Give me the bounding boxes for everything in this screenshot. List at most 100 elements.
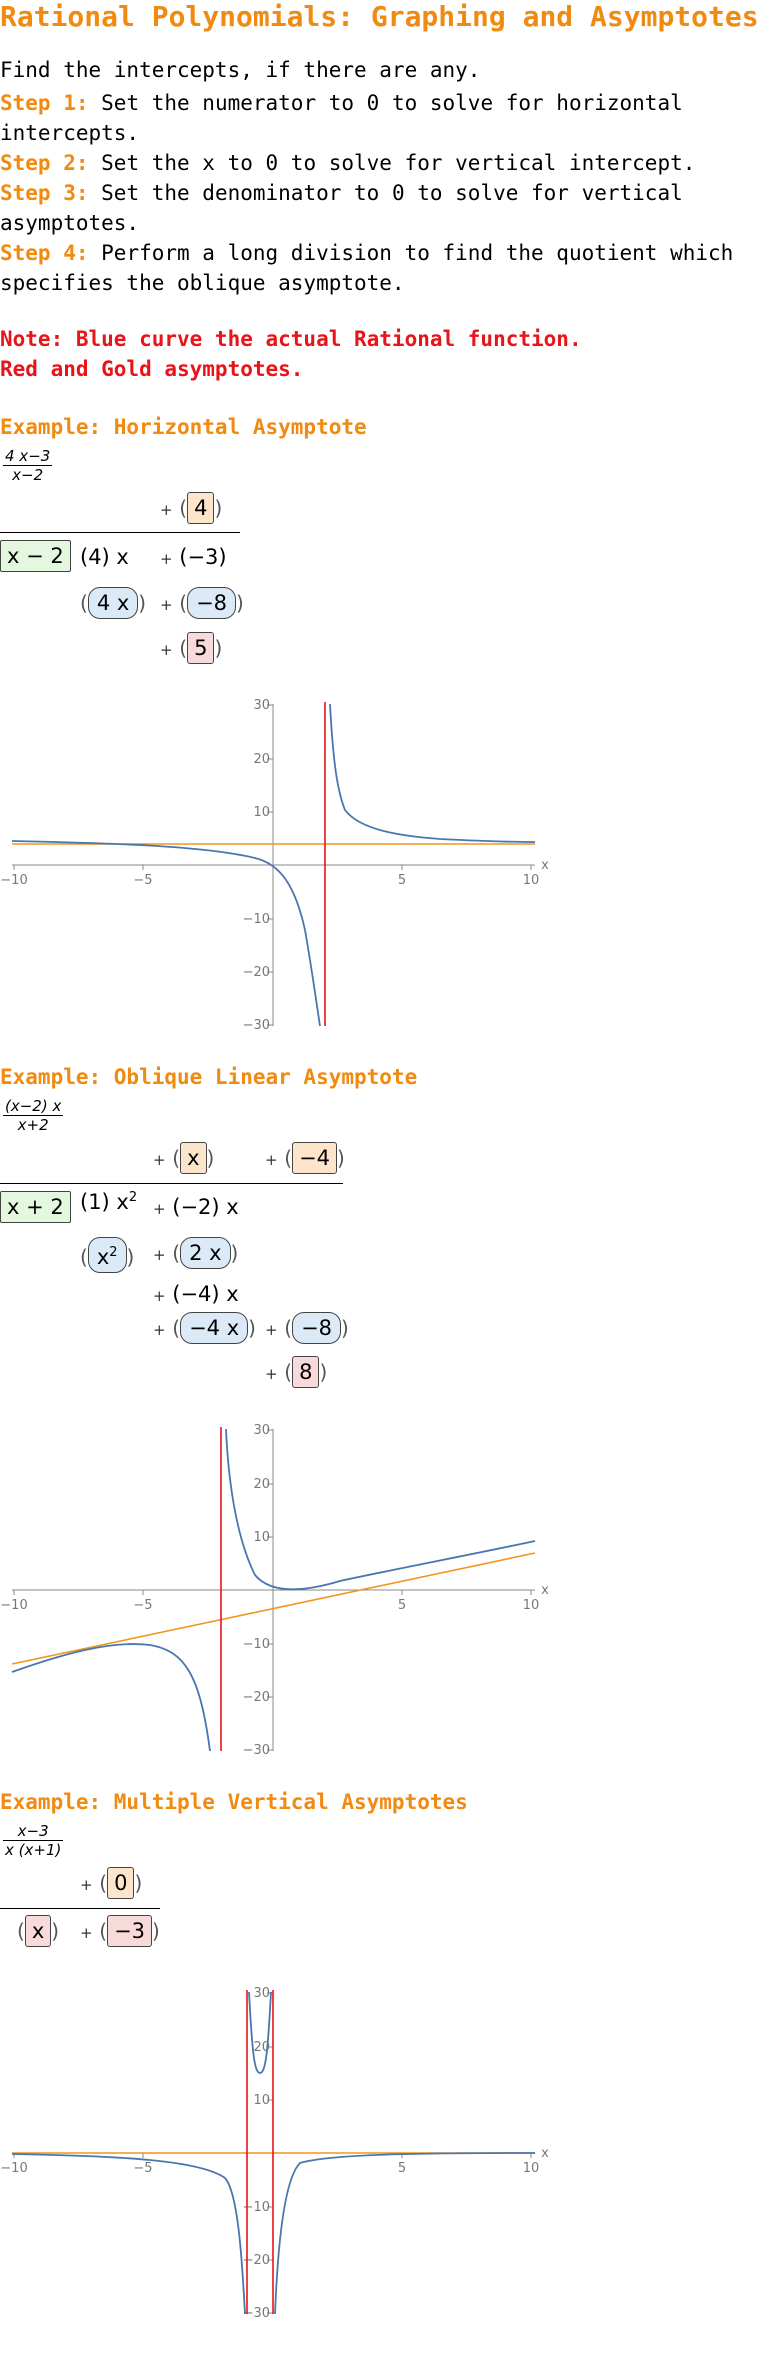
y-tick-label: 10 (253, 2093, 270, 2108)
rational-curve-left (11, 840, 321, 1027)
x-axis-label: x (541, 858, 549, 873)
x-tick-label: −10 (0, 2161, 27, 2176)
divisor-box: x + 2 (0, 1191, 71, 1223)
step-2: Step 2: Set the x to 0 to solve for vert… (0, 148, 695, 178)
x-tick-label: 5 (398, 873, 406, 888)
oblique-asymptote (11, 1552, 536, 1665)
y-tick-label: −30 (243, 1743, 270, 1758)
y-tick-label: 20 (253, 1477, 270, 1492)
step-text: Set the numerator to 0 to solve for hori… (88, 91, 683, 115)
division-bar (0, 1183, 343, 1184)
x-axis: −10 −5 5 10 x (0, 2146, 549, 2176)
quotient-box: 4 (187, 492, 215, 524)
x-tick-label: 5 (398, 2161, 406, 2176)
y-tick-label: 20 (253, 752, 270, 767)
rational-curve-right (225, 1428, 536, 1591)
x-tick-label: −10 (0, 1598, 27, 1613)
x-axis: −10 −5 5 10 x (0, 1583, 549, 1613)
divisor-box: x − 2 (0, 540, 71, 572)
step-3-cont: asymptotes. (0, 211, 140, 235)
quotient-term: + (4) (160, 492, 222, 524)
remainder-term: + (5) (160, 632, 222, 664)
rational-curve-left (11, 1643, 211, 1752)
step-4: Step 4: Perform a long division to find … (0, 238, 733, 268)
step-text: Set the x to 0 to solve for vertical int… (88, 151, 696, 175)
y-tick-label: −30 (243, 2306, 270, 2321)
numerator: (x−2) x (3, 1097, 64, 1116)
numerator: 4 x−3 (3, 447, 53, 466)
step-4-cont: specifies the oblique asymptote. (0, 271, 405, 295)
subtract-box: 2 x (180, 1237, 231, 1269)
intermediate-value: (−4) x (172, 1282, 239, 1306)
subtract-value: x (96, 1245, 110, 1269)
divisor: x − 2 (0, 540, 71, 572)
step-label: Step 2: (0, 151, 89, 175)
subtract-term: + (−8) (160, 587, 244, 619)
dividend-term: + (−2) x (153, 1195, 239, 1219)
y-tick-label: 10 (253, 1530, 270, 1545)
divisor: (x) (17, 1915, 59, 1947)
y-tick-label: −20 (243, 2253, 270, 2268)
y-axis: 30 20 10 −10 −20 −30 (243, 698, 274, 1033)
remainder-box: 5 (187, 632, 215, 664)
step-1-cont: intercepts. (0, 121, 140, 145)
dividend-term: (4) x (80, 545, 129, 569)
division-bar (0, 1908, 160, 1909)
dividend-value: (−2) x (172, 1195, 239, 1219)
y-tick-label: −20 (243, 1690, 270, 1705)
x-axis-label: x (541, 1583, 549, 1598)
quotient-term: + (x) (153, 1142, 214, 1174)
dividend-value: (1) x (80, 1190, 129, 1214)
subtract-box: −8 (187, 587, 237, 619)
step-text: Set the denominator to 0 to solve for ve… (88, 181, 683, 205)
rational-curve-right (274, 2152, 536, 2315)
quotient-box: 0 (107, 1867, 135, 1899)
step-text: Perform a long division to find the quot… (88, 241, 734, 265)
rational-curve-left (11, 2153, 246, 2315)
y-tick-label: 20 (253, 2040, 270, 2055)
intermediate-term: + (−4) x (153, 1282, 239, 1306)
y-tick-label: 30 (253, 1423, 270, 1438)
quotient-box: x (180, 1142, 207, 1174)
remainder-box: 8 (292, 1356, 320, 1388)
remainder-box: −3 (107, 1915, 153, 1947)
y-tick-label: −10 (243, 2200, 270, 2215)
graph: 30 20 10 −10 −20 −30 −10 −5 5 10 x (0, 1423, 549, 1758)
subtract-box: x2 (87, 1237, 127, 1273)
graph: 30 20 10 −10 −20 −30 −10 −5 5 10 x (0, 698, 549, 1033)
subtract-box: 4 x (87, 587, 139, 619)
y-tick-label: 10 (253, 805, 270, 820)
rational-expression: (x−2) x x+2 (3, 1097, 64, 1134)
x-tick-label: −5 (133, 873, 152, 888)
subtract-box: −8 (292, 1312, 342, 1344)
graph: 30 20 10 −10 −20 −30 −10 −5 5 10 x (0, 1986, 549, 2321)
note-line-2: Red and Gold asymptotes. (0, 357, 304, 381)
intro-text: Find the intercepts, if there are any. (0, 58, 481, 82)
step-label: Step 1: (0, 91, 89, 115)
example-heading: Example: Oblique Linear Asymptote (0, 1065, 418, 1089)
x-tick-label: −5 (133, 1598, 152, 1613)
denominator: x−2 (12, 466, 44, 484)
example-heading: Example: Multiple Vertical Asymptotes (0, 1790, 468, 1814)
rational-curve-right (329, 703, 536, 843)
dividend-value: (−3) (179, 545, 227, 569)
denominator: x+2 (17, 1116, 49, 1134)
y-tick-label: −30 (243, 1018, 270, 1033)
remainder-term: + (8) (265, 1356, 327, 1388)
x-tick-label: 10 (523, 873, 540, 888)
x-axis-label: x (541, 2146, 549, 2161)
dividend-term: (1) x2 (80, 1190, 138, 1214)
y-tick-label: 30 (253, 1986, 270, 2001)
x-tick-label: 10 (523, 1598, 540, 1613)
y-tick-label: −10 (243, 912, 270, 927)
subtract-term: (x2) (80, 1237, 134, 1273)
quotient-term: + (0) (80, 1867, 142, 1899)
x-tick-label: −5 (133, 2161, 152, 2176)
x-tick-label: 10 (523, 2161, 540, 2176)
denominator: x (x+1) (5, 1841, 62, 1859)
subtract-box: −4 x (180, 1312, 249, 1344)
step-label: Step 4: (0, 241, 89, 265)
x-tick-label: −10 (0, 873, 27, 888)
divisor-box: x (24, 1915, 52, 1947)
step-label: Step 3: (0, 181, 89, 205)
